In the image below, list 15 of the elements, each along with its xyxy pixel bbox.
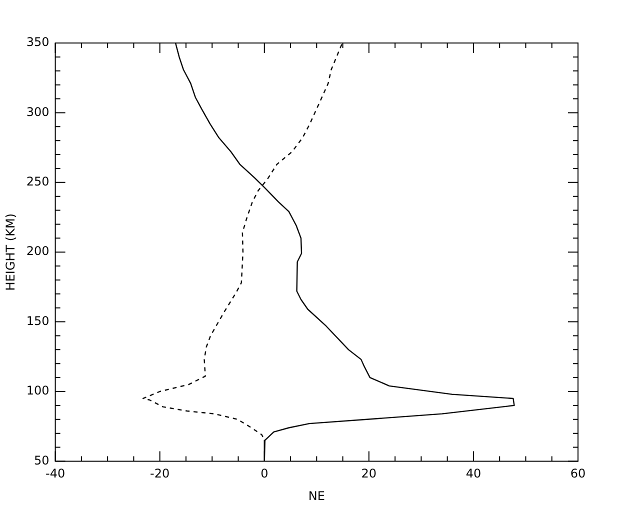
y-tick-label: 350 (26, 35, 50, 50)
y-tick-label: 50 (34, 453, 50, 468)
y-tick-label: 250 (26, 174, 50, 189)
x-tick-label: -40 (46, 466, 66, 481)
y-tick-label: 300 (26, 104, 50, 119)
y-tick-label: 200 (26, 244, 50, 258)
x-axis-title: NE (308, 488, 325, 503)
y-tick-label: 150 (26, 314, 50, 328)
x-tick-label: 40 (466, 466, 482, 481)
y-tick-label: 100 (26, 384, 50, 398)
x-tick-label: 20 (361, 466, 377, 481)
x-tick-label: 60 (570, 466, 586, 481)
x-tick-label: 0 (260, 466, 268, 481)
y-axis-title: HEIGHT (KM) (3, 214, 18, 291)
x-tick-label: -20 (150, 466, 170, 481)
